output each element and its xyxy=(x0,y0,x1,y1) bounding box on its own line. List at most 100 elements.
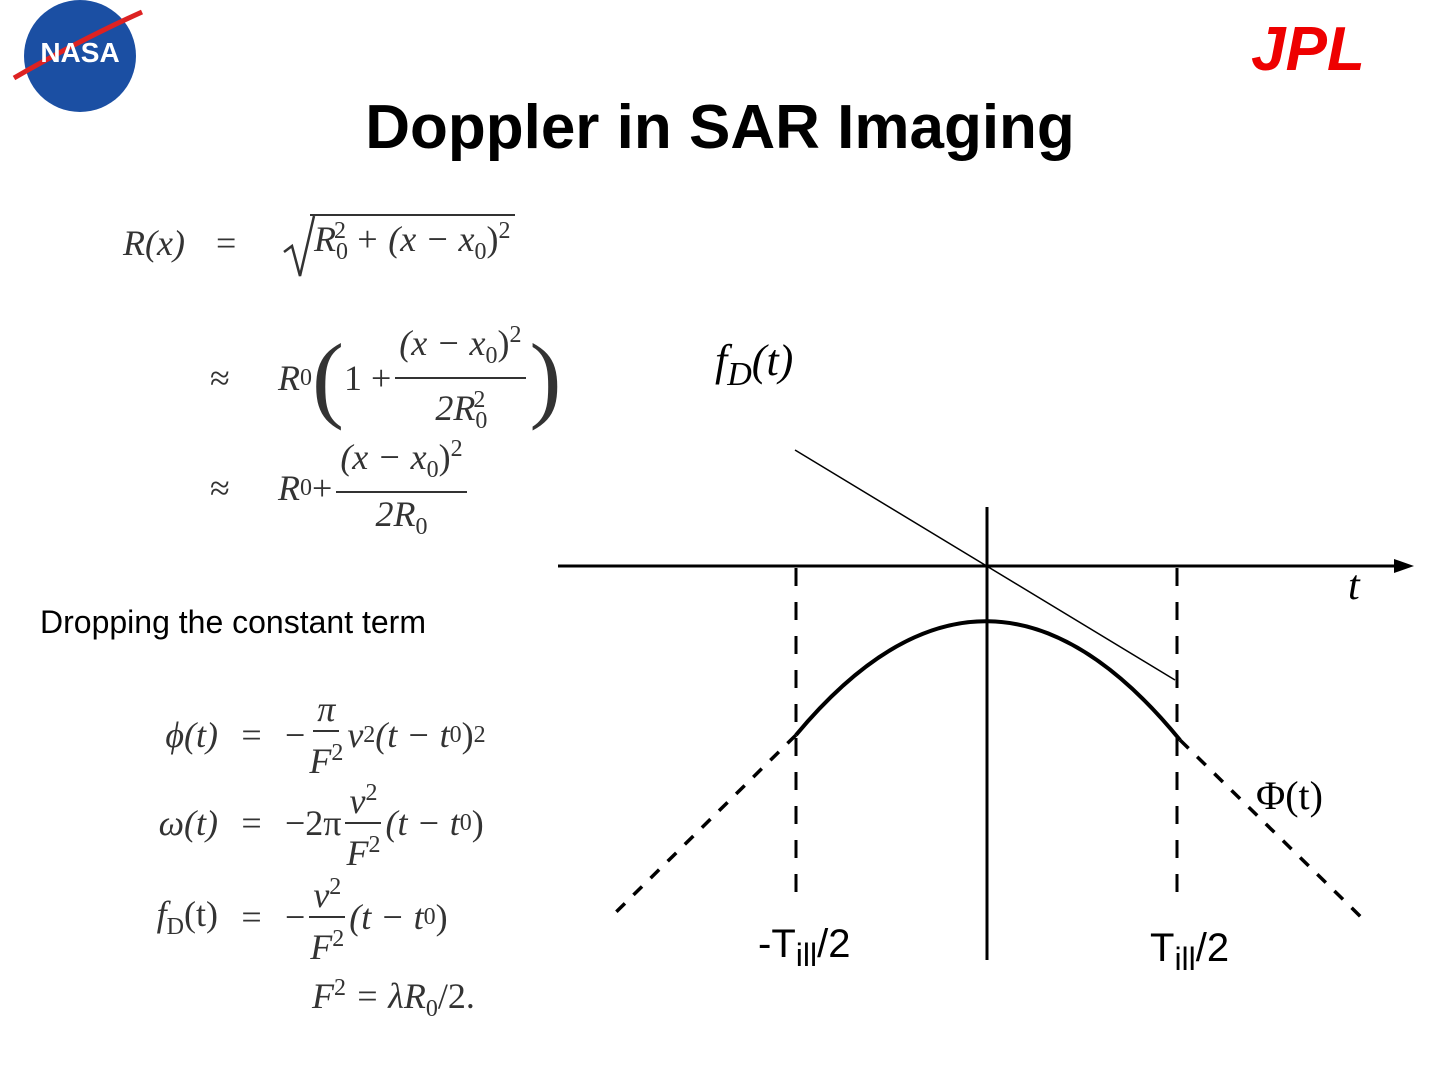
eq-part: 2 xyxy=(334,975,346,1001)
eq-lhs: f xyxy=(156,893,167,934)
eq-part: F xyxy=(310,927,333,967)
equation: fD(t) = − v2 F2 (t − t 0) xyxy=(100,872,448,967)
eq-part: ( xyxy=(312,324,344,431)
doppler-line xyxy=(794,449,1176,681)
eq-part: ) xyxy=(529,324,562,431)
eq-part: 0 xyxy=(485,343,498,369)
eq-part: R xyxy=(314,219,336,259)
phase-curve xyxy=(794,619,1182,742)
title: Doppler in SAR Imaging xyxy=(365,93,1075,162)
eq-part: 0 xyxy=(449,721,462,748)
phase-label: Φ(t) xyxy=(1256,773,1323,818)
label-part: D xyxy=(727,355,752,393)
eq-part: π xyxy=(317,689,336,729)
eq-part: (x − x xyxy=(340,436,427,477)
label-part: /2 xyxy=(1195,926,1230,970)
phase-extension-left xyxy=(608,733,798,920)
eq-part: = λR xyxy=(346,976,426,1016)
eq-part: (x − x xyxy=(399,322,486,363)
eq-part: 2 xyxy=(473,721,486,748)
eq-part: (t − t xyxy=(375,715,450,755)
eq-part: 2R xyxy=(375,494,416,534)
eq-lhs: R(x) xyxy=(123,223,185,263)
eq-rel: ≈ xyxy=(210,468,230,508)
fd-label: fD(t) xyxy=(715,335,793,394)
eq-part: 2 xyxy=(331,740,344,766)
eq-lhs: (t) xyxy=(184,893,218,934)
phase-extension-right xyxy=(1178,738,1364,920)
eq-part: 0 xyxy=(336,239,348,266)
eq-part: /2. xyxy=(437,976,475,1016)
eq-part: v xyxy=(313,875,330,915)
eq-part: 2 xyxy=(368,832,381,858)
eq-part: 0 xyxy=(459,809,472,836)
eq-part: 2 xyxy=(509,321,522,348)
equation: R(x) = R02 + (x − x0)2 xyxy=(0,214,600,272)
eq-part: −2π xyxy=(285,803,342,843)
eq-part: 0 xyxy=(474,239,487,266)
eq-part: ) xyxy=(438,436,451,477)
eq-part: 0 xyxy=(300,364,312,391)
eq-part: 2 xyxy=(334,218,346,244)
eq-part: 2 xyxy=(332,926,345,952)
eq-part: 2 xyxy=(498,218,511,244)
nasa-logo-text: NASA xyxy=(40,37,119,68)
eq-part: R xyxy=(278,468,300,508)
equation: ϕ(t) = − π F2 v 2 (t − t 0) 2 xyxy=(100,689,486,781)
t-axis-arrow xyxy=(1394,559,1414,573)
eq-rel: = xyxy=(241,897,262,937)
label-part: ill xyxy=(1174,941,1196,977)
eq-part: F xyxy=(312,976,334,1016)
eq-part: 0 xyxy=(300,474,312,501)
label-part: T xyxy=(1150,926,1175,970)
label-part: (t) xyxy=(751,336,794,385)
eq-part: ) xyxy=(497,322,510,363)
eq-part: 2 xyxy=(329,874,342,900)
eq-part: 1 + xyxy=(343,358,392,398)
jpl-logo: JPL xyxy=(1251,15,1365,84)
eq-part: 0 xyxy=(415,514,428,541)
eq-part: v xyxy=(349,781,366,821)
eq-part: 0 xyxy=(423,903,436,930)
label-part: /2 xyxy=(817,922,851,966)
eq-part: + (x − x xyxy=(346,219,475,259)
eq-part: 0 xyxy=(475,408,488,435)
eq-lhs: ϕ(t) xyxy=(165,715,218,755)
eq-part: 2R xyxy=(435,388,476,428)
eq-rel: ≈ xyxy=(210,358,230,398)
eq-lhs: D xyxy=(166,914,185,941)
radical xyxy=(283,215,316,277)
equation: ω(t) = −2π v2 F2 (t − t 0) xyxy=(100,778,484,873)
nasa-logo-swoosh xyxy=(12,9,144,81)
eq-part: ) xyxy=(435,897,448,937)
eq-part: 2 xyxy=(365,780,378,806)
t-label: t xyxy=(1348,563,1360,609)
eq-part: ) xyxy=(461,715,474,755)
equation: F2 = λR0/2. xyxy=(312,975,475,1023)
eq-part: v xyxy=(347,715,364,755)
eq-part: ) xyxy=(471,803,484,843)
right-boundary-label: Till/2 xyxy=(1150,926,1229,978)
label-part: ill xyxy=(795,937,818,973)
eq-part: F xyxy=(346,833,369,873)
eq-part: ) xyxy=(486,219,499,259)
eq-part: R xyxy=(278,358,300,398)
eq-lhs: ω(t) xyxy=(158,803,218,843)
eq-part: + xyxy=(312,468,333,508)
eq-rel: = xyxy=(241,803,262,843)
eq-part: − xyxy=(285,897,306,937)
eq-part: (t − t xyxy=(349,897,424,937)
left-boundary-label: -Till/2 xyxy=(758,922,850,974)
eq-part: 0 xyxy=(426,457,439,483)
label-part: f xyxy=(715,336,728,385)
eq-part: 2 xyxy=(363,721,376,748)
eq-part: (t − t xyxy=(385,803,460,843)
eq-rel: = xyxy=(241,715,262,755)
eq-part: − xyxy=(285,715,306,755)
eq-part: F xyxy=(309,741,332,781)
eq-rel: = xyxy=(216,223,237,263)
